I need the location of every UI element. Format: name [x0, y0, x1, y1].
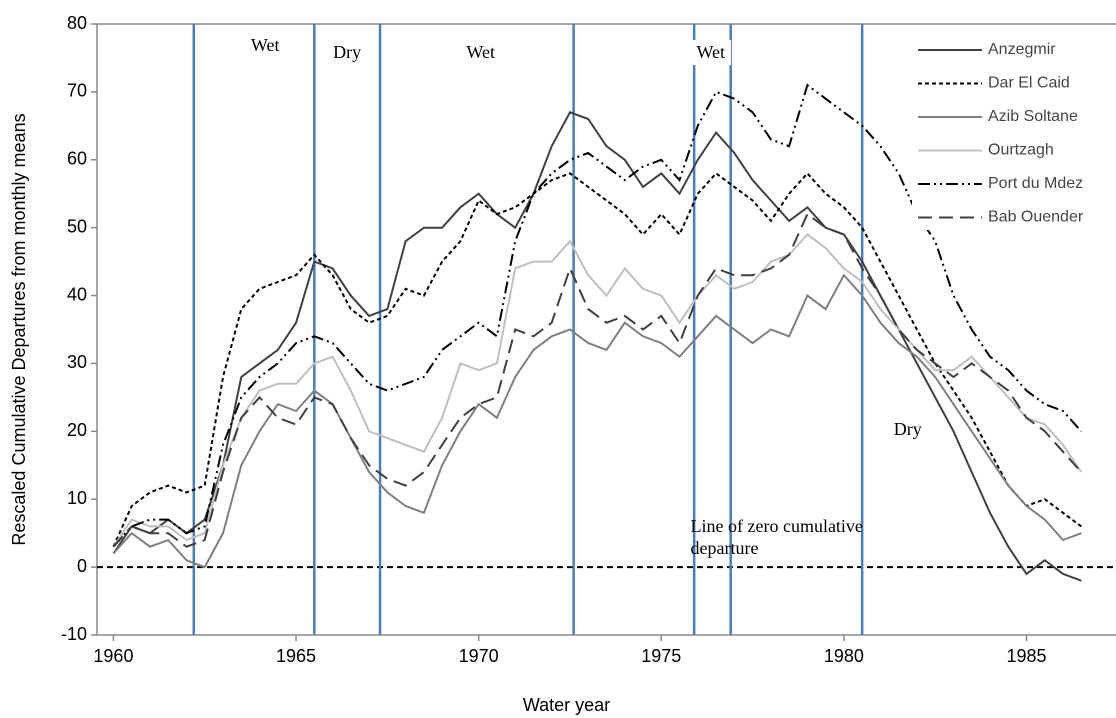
y-tick-label: 50 — [67, 216, 87, 236]
legend-label: Azib Soltane — [988, 108, 1078, 125]
y-tick-label: 70 — [67, 81, 87, 101]
annotation: Dry — [887, 416, 928, 442]
x-tick-label: 1985 — [1006, 646, 1046, 666]
y-tick-label: -10 — [61, 624, 87, 644]
x-tick-label: 1965 — [276, 646, 316, 666]
annotation: Wet — [244, 33, 286, 59]
y-tick-label: 0 — [77, 556, 87, 576]
y-tick-label: 30 — [67, 352, 87, 372]
y-axis-label: Rescaled Cumulative Departures from mont… — [9, 113, 29, 545]
series-line — [112, 273, 1082, 569]
y-tick-label: 40 — [67, 284, 87, 304]
annotation: Line of zero cumulative departure — [690, 516, 863, 559]
series-line — [112, 83, 1083, 548]
x-axis-label: Water year — [523, 695, 610, 715]
legend-label: Ourtzagh — [988, 142, 1054, 159]
annotation: Wet — [690, 40, 732, 66]
y-tick-label: 60 — [67, 149, 87, 169]
y-tick-label: 80 — [67, 13, 87, 33]
series-line — [112, 171, 1082, 548]
legend-label: Dar El Caid — [988, 75, 1070, 92]
legend-label: Port du Mdez — [988, 175, 1083, 192]
series-line — [112, 111, 1082, 582]
x-tick-label: 1970 — [459, 646, 499, 666]
series-line — [112, 212, 1083, 548]
legend-label: Anzegmir — [988, 41, 1056, 58]
legend-box — [912, 34, 1116, 230]
legend-label: Bab Ouender — [988, 209, 1084, 226]
x-tick-label: 1980 — [824, 646, 864, 666]
x-tick-label: 1960 — [93, 646, 133, 666]
x-tick-label: 1975 — [641, 646, 681, 666]
series-line — [112, 233, 1083, 548]
y-tick-label: 10 — [67, 488, 87, 508]
annotation: Wet — [460, 40, 501, 66]
y-tick-label: 20 — [67, 420, 87, 440]
annotation: Dry — [327, 40, 368, 66]
